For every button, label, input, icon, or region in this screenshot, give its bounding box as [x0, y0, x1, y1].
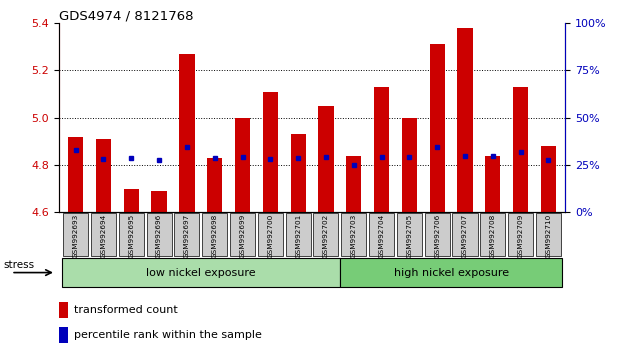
Text: GSM992703: GSM992703 — [351, 214, 357, 258]
Bar — [230, 213, 255, 256]
Bar — [63, 213, 88, 256]
Bar — [59, 327, 68, 343]
Text: GSM992697: GSM992697 — [184, 214, 190, 258]
Bar — [207, 158, 222, 212]
Text: transformed count: transformed count — [74, 305, 178, 315]
Text: GSM992708: GSM992708 — [490, 214, 496, 258]
Bar — [541, 146, 556, 212]
Bar — [96, 139, 111, 212]
Bar — [425, 213, 450, 256]
Bar — [453, 213, 478, 256]
Bar — [480, 213, 505, 256]
Text: GSM992704: GSM992704 — [379, 214, 384, 258]
Bar — [258, 213, 283, 256]
Bar — [397, 213, 422, 256]
Text: GSM992694: GSM992694 — [101, 214, 106, 258]
Bar — [342, 213, 366, 256]
Bar — [369, 213, 394, 256]
Bar — [179, 54, 194, 212]
Text: GSM992696: GSM992696 — [156, 214, 162, 258]
Bar — [91, 213, 116, 256]
Text: GSM992706: GSM992706 — [434, 214, 440, 258]
Text: GSM992700: GSM992700 — [267, 214, 273, 258]
Text: GSM992699: GSM992699 — [240, 214, 245, 258]
Text: high nickel exposure: high nickel exposure — [394, 268, 509, 278]
Text: GSM992709: GSM992709 — [518, 214, 524, 258]
Text: GSM992701: GSM992701 — [295, 214, 301, 258]
Bar — [346, 155, 361, 212]
Bar — [402, 118, 417, 212]
Bar — [68, 137, 83, 212]
Bar — [124, 189, 139, 212]
Bar — [263, 92, 278, 212]
Bar — [508, 213, 533, 256]
Bar — [485, 155, 501, 212]
Text: percentile rank within the sample: percentile rank within the sample — [74, 330, 262, 340]
Bar — [235, 118, 250, 212]
Bar — [61, 258, 340, 287]
Text: GSM992695: GSM992695 — [129, 214, 134, 258]
Bar — [374, 87, 389, 212]
Bar — [175, 213, 199, 256]
Text: GSM992693: GSM992693 — [73, 214, 79, 258]
Bar — [202, 213, 227, 256]
Text: stress: stress — [3, 260, 34, 270]
Bar — [59, 302, 68, 318]
Bar — [430, 44, 445, 212]
Text: low nickel exposure: low nickel exposure — [146, 268, 256, 278]
Text: GDS4974 / 8121768: GDS4974 / 8121768 — [59, 10, 194, 22]
Text: GSM992707: GSM992707 — [462, 214, 468, 258]
Bar — [291, 134, 306, 212]
Bar — [340, 258, 563, 287]
Bar — [319, 106, 333, 212]
Text: GSM992702: GSM992702 — [323, 214, 329, 258]
Text: GSM992698: GSM992698 — [212, 214, 218, 258]
Bar — [152, 191, 167, 212]
Bar — [536, 213, 561, 256]
Text: GSM992705: GSM992705 — [406, 214, 412, 258]
Bar — [147, 213, 171, 256]
Bar — [314, 213, 338, 256]
Bar — [286, 213, 310, 256]
Bar — [513, 87, 528, 212]
Bar — [119, 213, 144, 256]
Text: GSM992710: GSM992710 — [545, 214, 551, 258]
Bar — [457, 28, 473, 212]
